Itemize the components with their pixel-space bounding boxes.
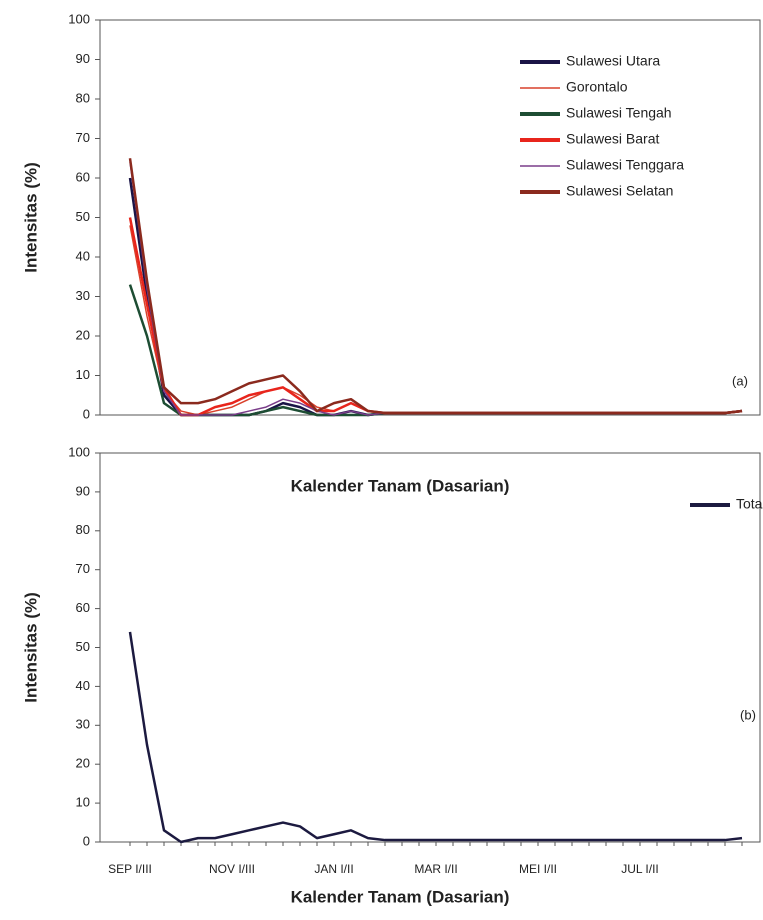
- y-tick-label: 20: [76, 327, 90, 342]
- y-tick-label: 80: [76, 522, 90, 537]
- x-tick-label: JUL I/II: [621, 862, 659, 876]
- y-axis-label: Intensitas (%): [21, 162, 40, 273]
- x-tick-label: MAR I/II: [414, 862, 457, 876]
- x-axis-label: Kalender Tanam (Dasarian): [291, 476, 510, 495]
- y-tick-label: 50: [76, 639, 90, 654]
- y-tick-label: 20: [76, 756, 90, 771]
- panel-annotation: (a): [732, 373, 748, 388]
- series-line: [128, 631, 743, 844]
- y-tick-label: 30: [76, 717, 90, 732]
- series-line: [128, 177, 743, 417]
- y-tick-label: 70: [76, 130, 90, 145]
- x-tick-label: JAN I/II: [314, 862, 353, 876]
- y-tick-label: 80: [76, 90, 90, 105]
- y-tick-label: 50: [76, 209, 90, 224]
- series-line: [129, 162, 743, 416]
- legend-label: Sulawesi Utara: [566, 53, 660, 69]
- panel-annotation: (b): [740, 707, 756, 722]
- y-tick-label: 70: [76, 561, 90, 576]
- y-axis-label: Intensitas (%): [21, 592, 40, 703]
- y-tick-label: 40: [76, 678, 90, 693]
- y-tick-label: 100: [68, 11, 90, 26]
- legend-label: Gorontalo: [566, 79, 628, 95]
- plot-frame: [99, 19, 761, 416]
- y-tick-label: 40: [76, 248, 90, 263]
- y-tick-label: 10: [76, 367, 90, 382]
- legend-label: Sulawesi Tenggara: [566, 157, 684, 173]
- y-tick-label: 0: [83, 406, 90, 421]
- y-tick-label: 30: [76, 288, 90, 303]
- series-line: [128, 158, 743, 415]
- series-line: [129, 225, 743, 416]
- y-tick-label: 0: [83, 833, 90, 848]
- legend-label: Sulawesi Tengah: [566, 105, 672, 121]
- x-tick-label: MEI I/II: [519, 862, 557, 876]
- x-axis-label: Kalender Tanam (Dasarian): [291, 887, 510, 906]
- legend-label: Sulawesi Selatan: [566, 183, 673, 199]
- x-tick-label: SEP I/III: [108, 862, 152, 876]
- legend-label: Sulawesi Barat: [566, 131, 659, 147]
- y-tick-label: 60: [76, 169, 90, 184]
- x-tick-label: NOV I/III: [209, 862, 255, 876]
- y-tick-label: 60: [76, 600, 90, 615]
- legend-label: Total: [736, 496, 763, 512]
- plot-frame: [99, 452, 761, 843]
- y-tick-label: 10: [76, 795, 90, 810]
- y-tick-label: 100: [68, 444, 90, 459]
- y-tick-label: 90: [76, 51, 90, 66]
- series-line: [128, 217, 743, 417]
- y-tick-label: 90: [76, 483, 90, 498]
